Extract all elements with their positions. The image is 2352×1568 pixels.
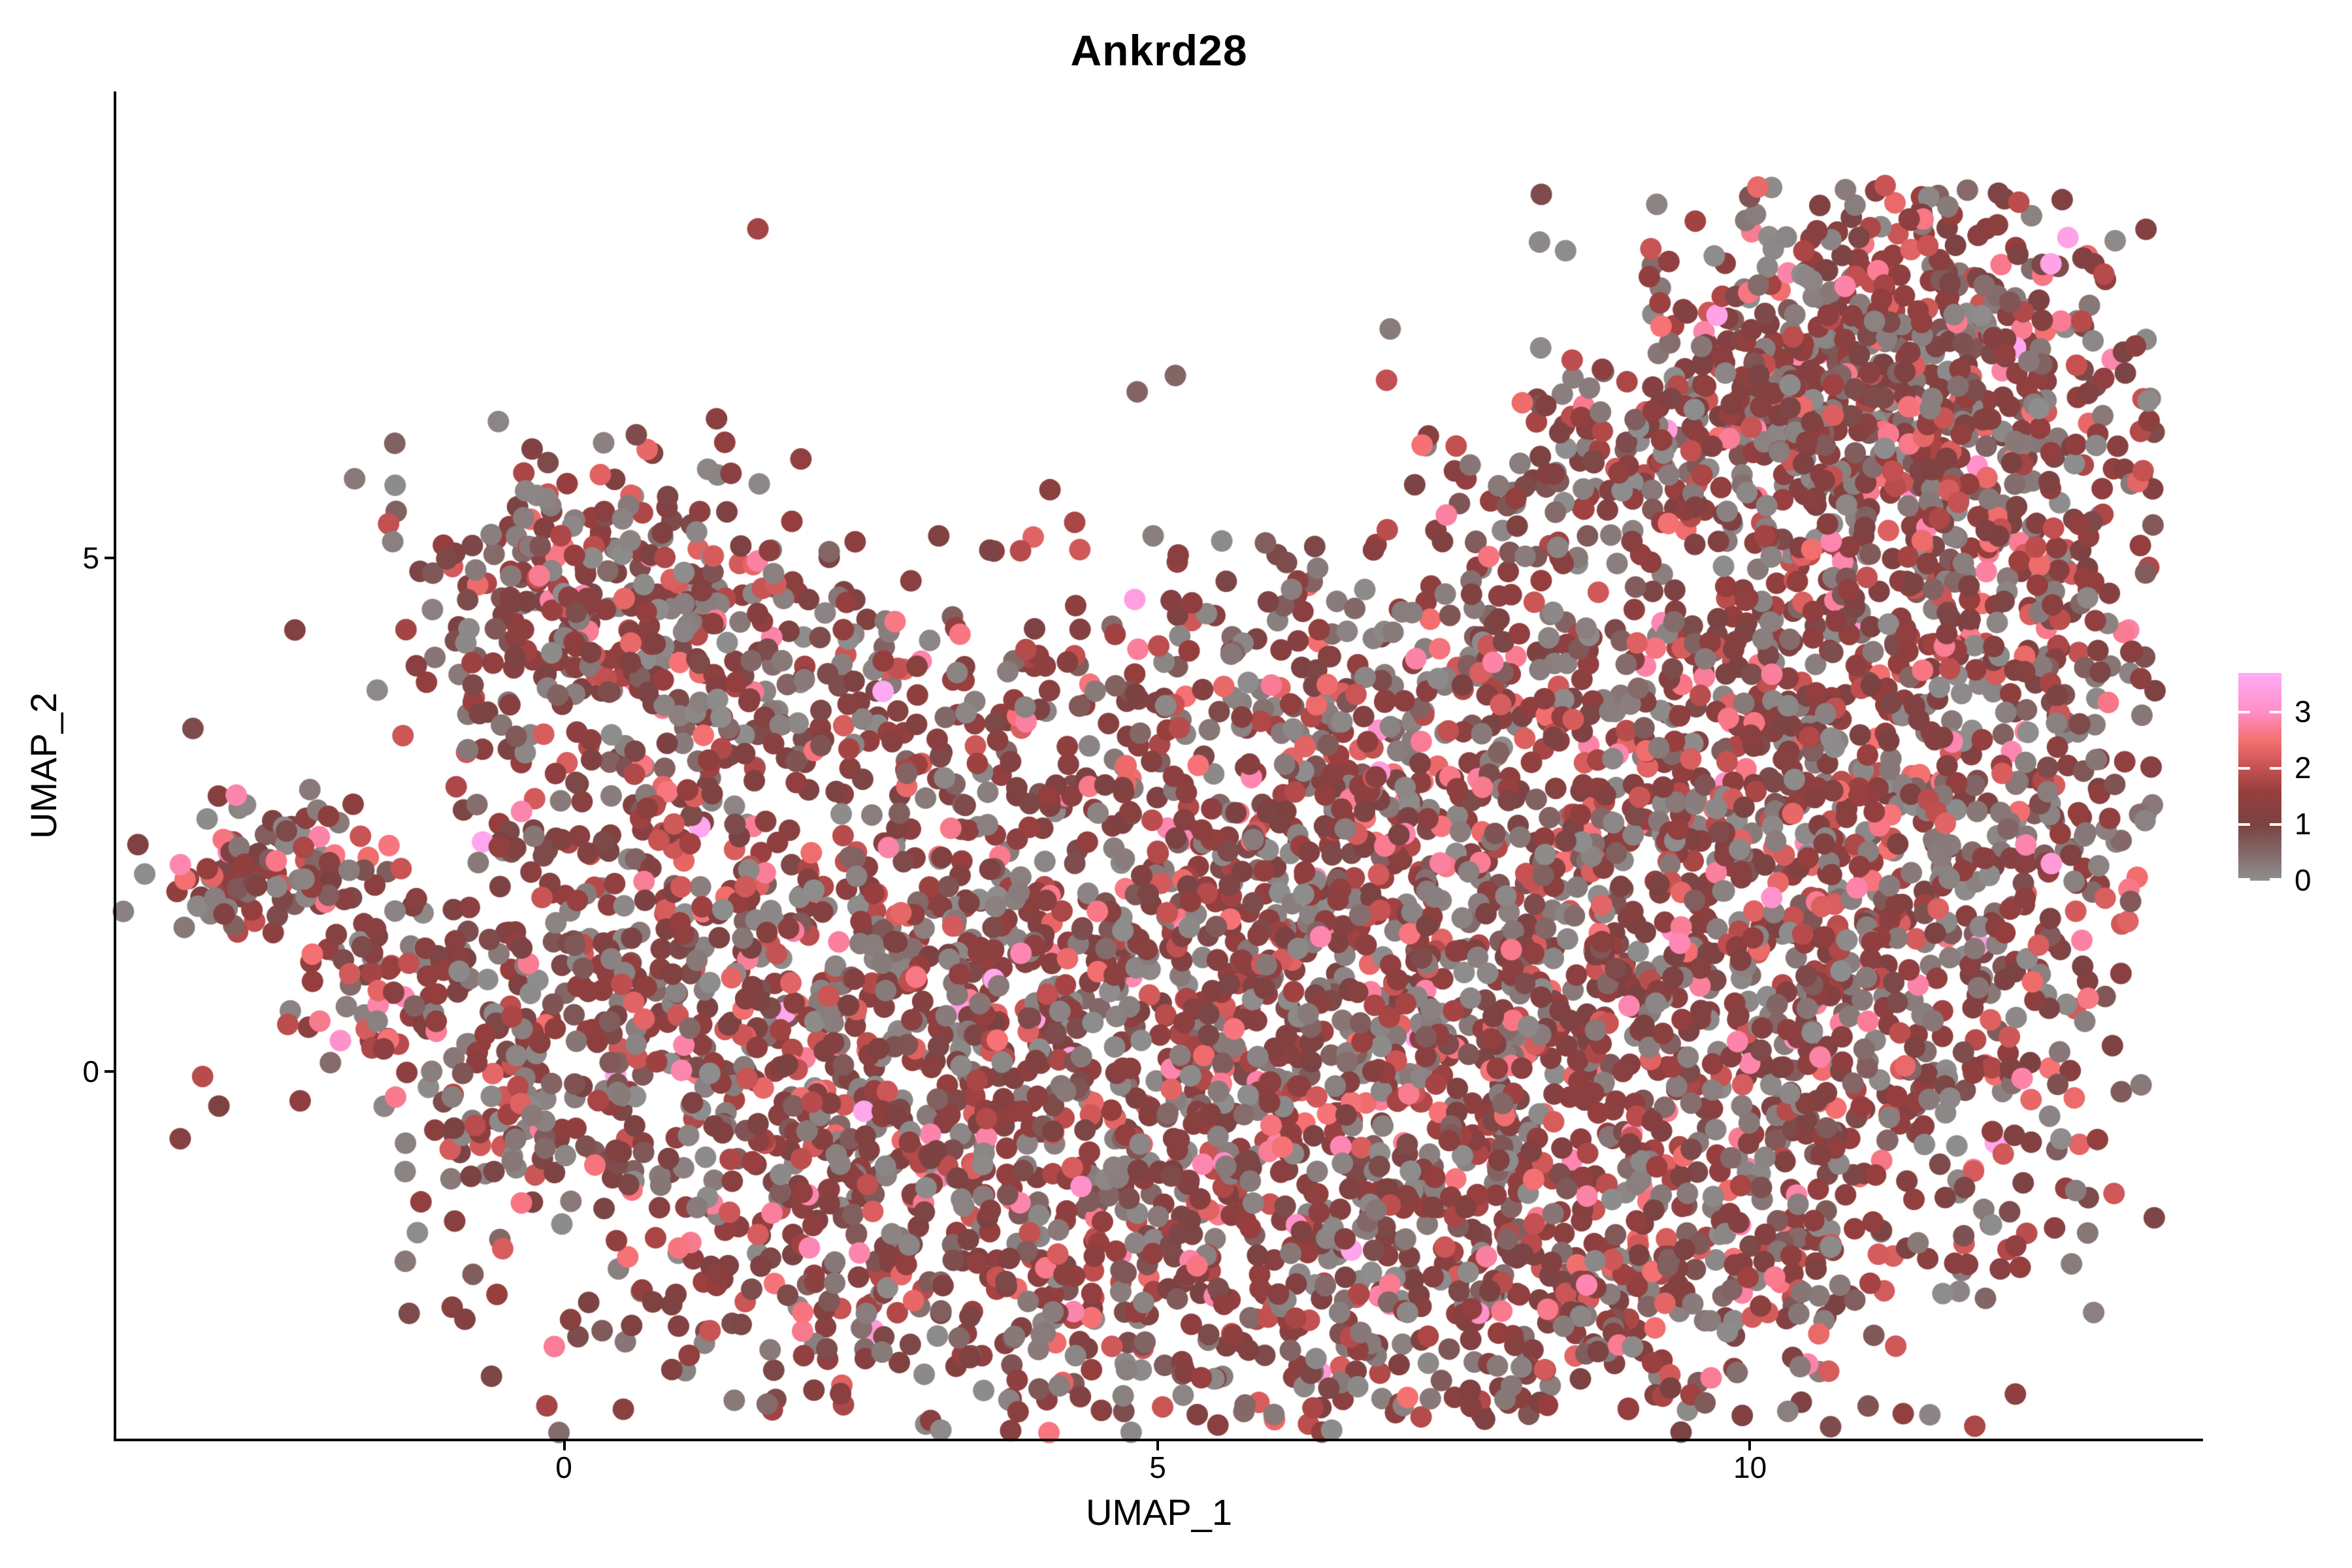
x-axis-line — [114, 1439, 2203, 1441]
x-tick-label-10: 10 — [1733, 1450, 1767, 1484]
legend-tick-1-right — [2270, 823, 2281, 826]
x-tick-label-5: 5 — [1149, 1450, 1166, 1484]
x-axis-title: UMAP_1 — [1085, 1492, 1233, 1533]
y-tick-label-5: 5 — [82, 540, 99, 574]
legend-tick-1-left — [2238, 823, 2250, 826]
legend-tick-0-left — [2238, 877, 2250, 881]
x-axis-tick-0 — [563, 1441, 565, 1450]
y-axis-title: UMAP_2 — [24, 692, 64, 840]
y-tick-label-0: 0 — [82, 1054, 99, 1088]
x-tick-label-0: 0 — [555, 1450, 572, 1484]
x-axis-tick-10 — [1748, 1441, 1752, 1450]
legend-tick-2-left — [2238, 766, 2250, 770]
legend-tick-3-left — [2238, 710, 2250, 714]
legend-label-0: 0 — [2295, 863, 2311, 897]
legend-label-3: 3 — [2295, 694, 2311, 728]
legend-tick-3-right — [2270, 710, 2281, 714]
legend-label-1: 1 — [2295, 807, 2311, 841]
plot-title: Ankrd28 — [1070, 26, 1248, 74]
legend-colorbar — [2238, 673, 2281, 881]
legend-tick-0-right — [2270, 877, 2281, 881]
legend-label-2: 2 — [2295, 751, 2311, 785]
legend-tick-2-right — [2270, 766, 2281, 770]
y-axis-tick-5 — [105, 556, 115, 559]
y-axis-line — [114, 91, 116, 1440]
x-axis-tick-5 — [1156, 1441, 1159, 1450]
y-axis-tick-0 — [105, 1070, 115, 1073]
